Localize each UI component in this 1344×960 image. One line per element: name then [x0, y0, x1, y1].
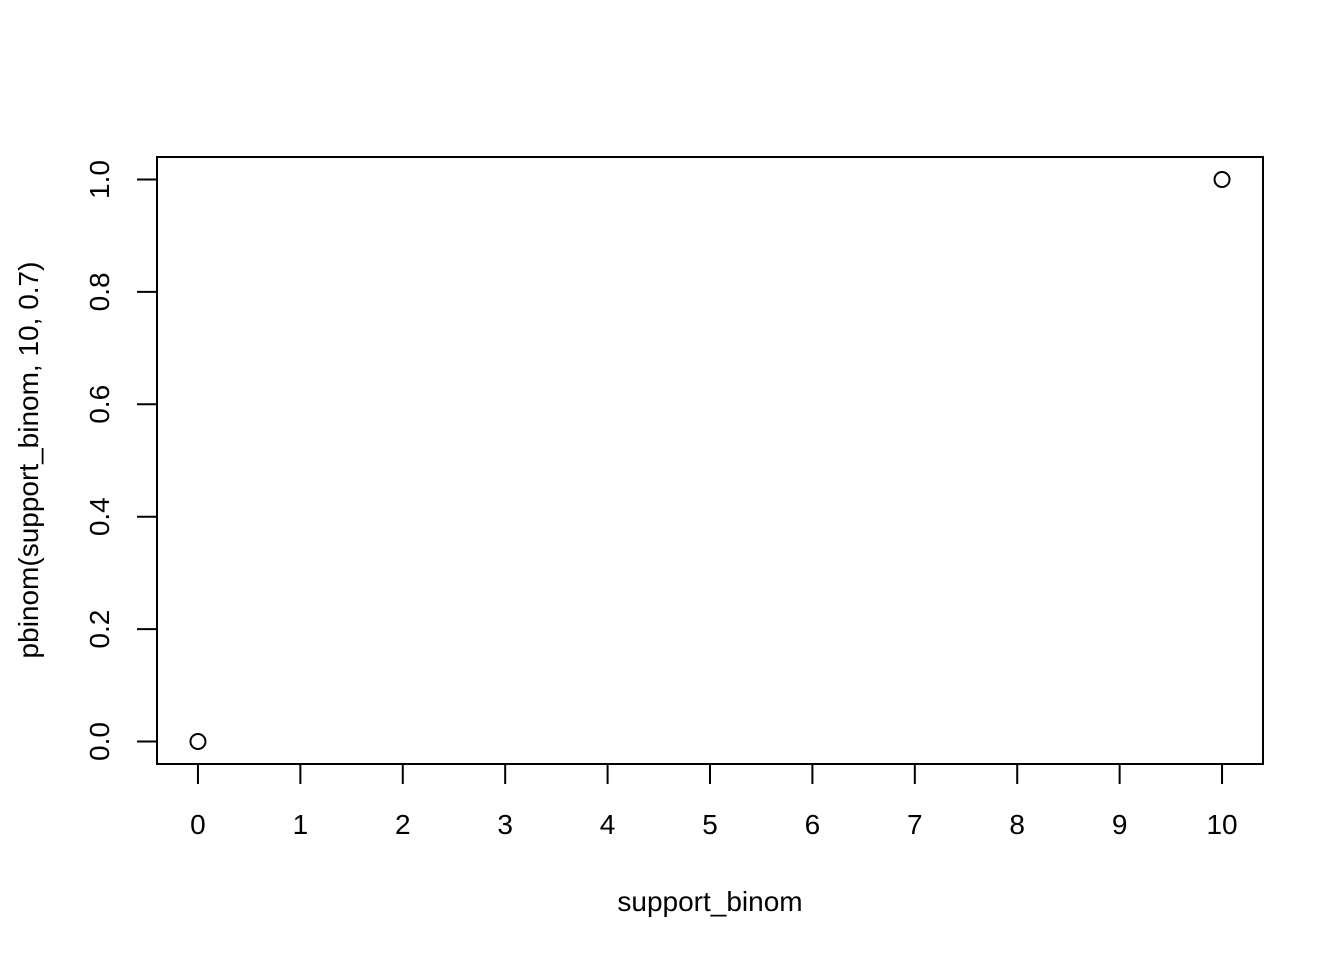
- x-tick-label: 10: [1206, 809, 1237, 840]
- x-axis: 0 1 2 3 4 5 6 7 8 9 10: [190, 763, 1238, 840]
- plot-frame: [156, 156, 1264, 765]
- x-tick-label: 7: [907, 809, 923, 840]
- y-tick-label: 1.0: [84, 160, 115, 199]
- x-tick-label: 4: [600, 809, 616, 840]
- y-tick-label: 0.0: [84, 722, 115, 761]
- data-point: [189, 733, 207, 751]
- x-tick-label: 6: [805, 809, 821, 840]
- y-tick-label: 0.2: [84, 610, 115, 649]
- y-axis-title: pbinom(support_binom, 10, 0.7): [13, 262, 44, 659]
- y-tick-label: 0.8: [84, 272, 115, 311]
- data-points: [189, 170, 1231, 751]
- x-tick-label: 3: [497, 809, 513, 840]
- x-tick-label: 1: [293, 809, 309, 840]
- x-tick-label: 8: [1009, 809, 1025, 840]
- x-tick-label: 0: [190, 809, 206, 840]
- y-tick-label: 0.6: [84, 385, 115, 424]
- data-point: [1213, 170, 1231, 188]
- x-tick-label: 9: [1112, 809, 1128, 840]
- x-axis-title: support_binom: [617, 886, 802, 917]
- y-tick-label: 0.4: [84, 497, 115, 536]
- x-tick-label: 2: [395, 809, 411, 840]
- x-tick-label: 5: [702, 809, 718, 840]
- y-axis: 0.0 0.2 0.4 0.6 0.8 1.0: [84, 160, 158, 761]
